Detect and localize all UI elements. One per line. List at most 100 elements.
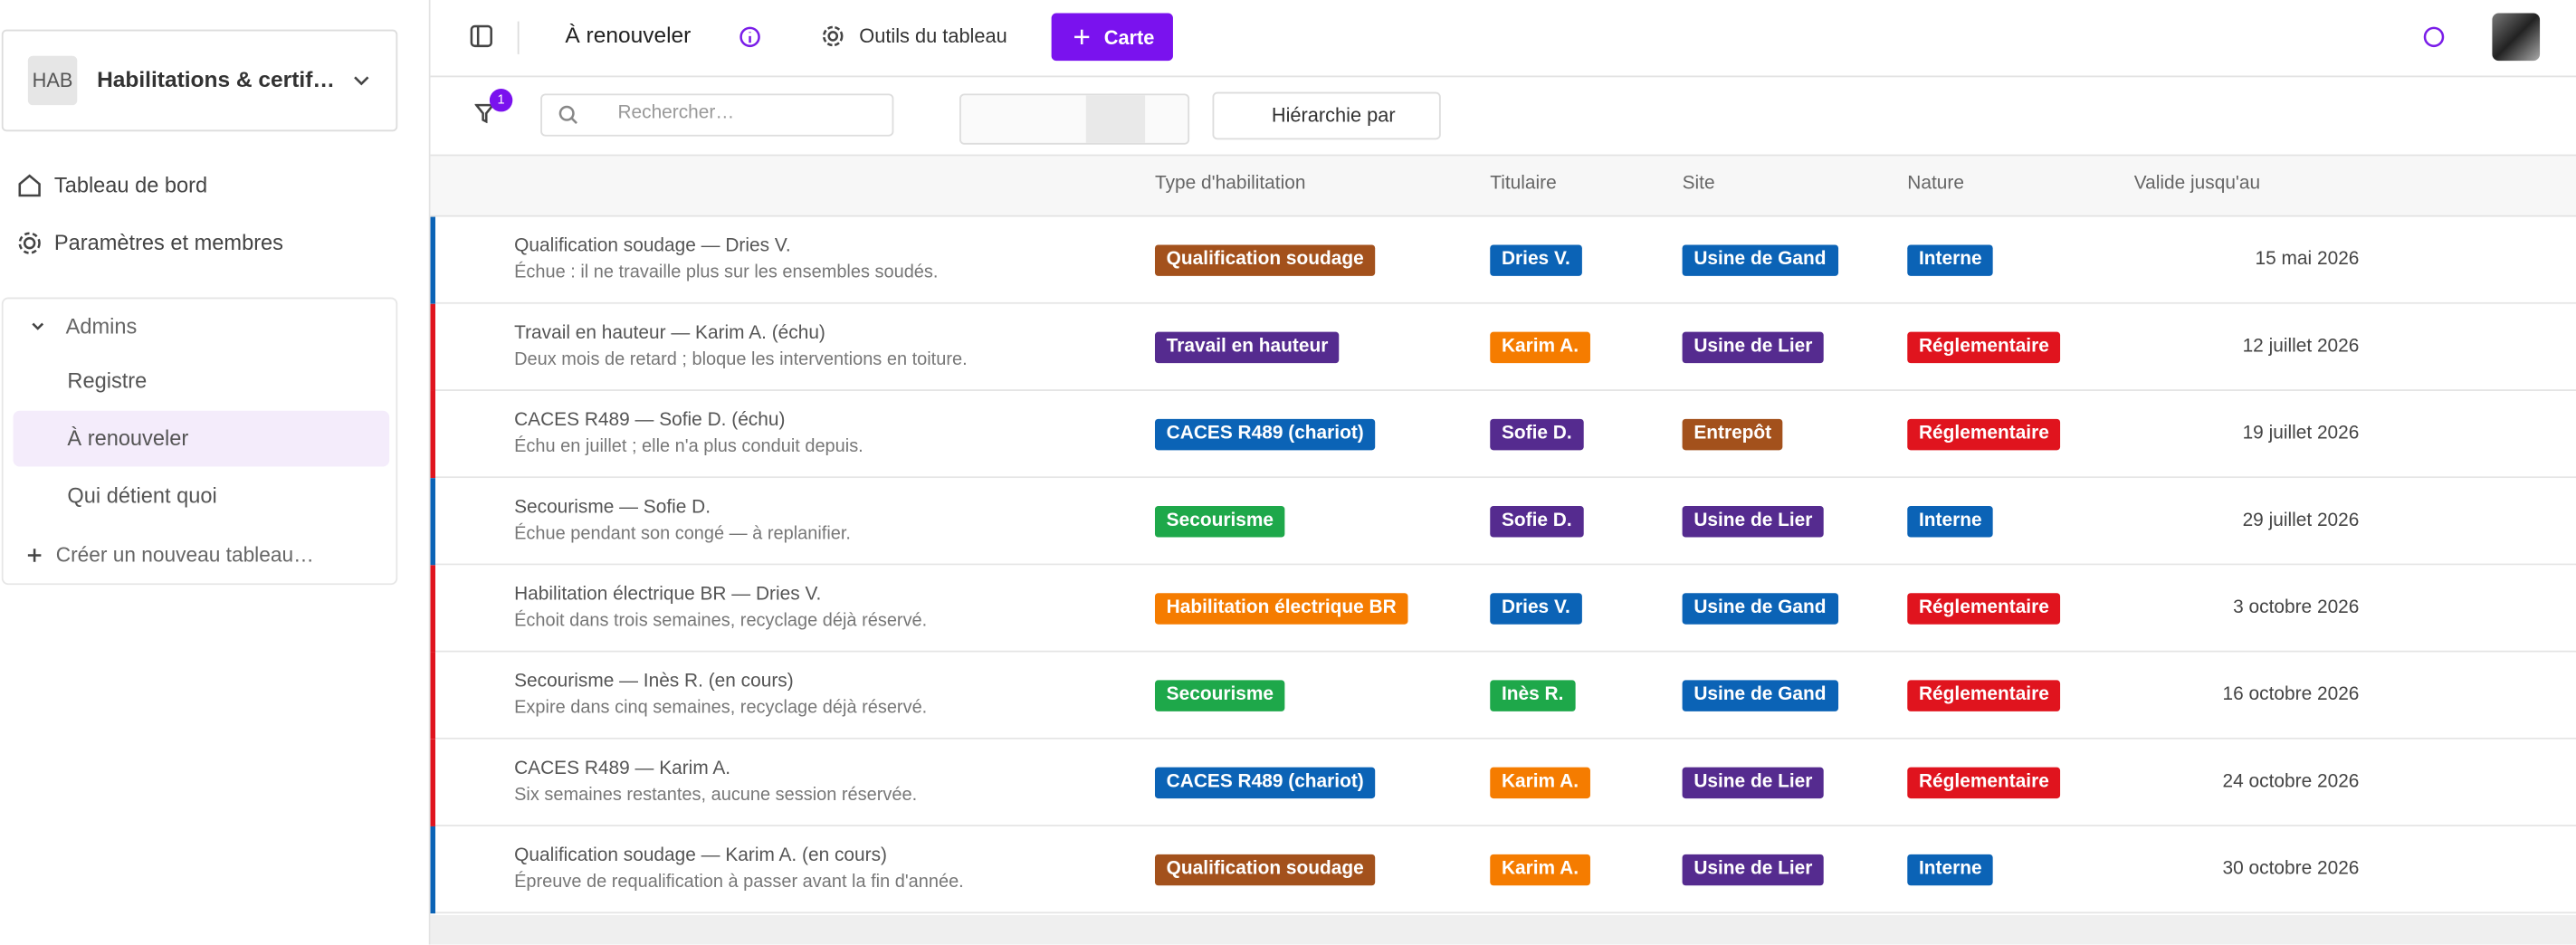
nature-tag: Réglementaire (1907, 418, 2061, 451)
toggle-sidebar[interactable] (470, 24, 492, 48)
holder-tag: Inès R. (1490, 680, 1576, 711)
row-title: CACES R489 — Sofie D. (échu) (514, 410, 786, 431)
create-board[interactable]: Créer un nouveau tableau… (55, 543, 314, 568)
site-tag: Usine de Lier (1682, 854, 1825, 886)
type-tag: Qualification soudage (1154, 854, 1376, 886)
filter-count: 1 (489, 89, 513, 112)
sidebar: HAB Habilitations & certif… Tableau de b… (0, 0, 431, 945)
site-tag: Usine de Lier (1682, 506, 1825, 538)
column-header[interactable]: Site (1682, 174, 1715, 195)
divider (517, 21, 520, 54)
group-name[interactable]: Admins (65, 313, 138, 339)
nature-tag: Réglementaire (1907, 767, 2061, 799)
search-icon (558, 105, 577, 125)
holder-tag: Dries V. (1490, 244, 1582, 276)
table-header: Type d'habilitation Titulaire Site Nature Va… (430, 156, 2576, 217)
search-placeholder: Rechercher… (617, 103, 735, 124)
valid-until: 12 juillet 2026 (2242, 337, 2360, 357)
help-icon[interactable] (2423, 26, 2445, 48)
board-title: À renouveler (565, 23, 692, 48)
type-tag: Travail en hauteur (1154, 331, 1340, 364)
valid-until: 15 mai 2026 (2255, 249, 2360, 270)
valid-until: 29 juillet 2026 (2242, 511, 2360, 531)
table-row[interactable]: Secourisme — Sofie D. Échue pendant son c… (430, 478, 2576, 566)
nature-tag: Interne (1907, 506, 1994, 538)
table-row[interactable]: Secourisme — Inès R. (en cours) Expire da… (430, 652, 2576, 740)
row-accent (430, 826, 435, 914)
table-row[interactable]: Travail en hauteur — Karim A. (échu) Deux… (430, 303, 2576, 391)
column-header[interactable]: Valide jusqu'au (2133, 174, 2261, 195)
active-view (1085, 95, 1146, 143)
row-subtitle: Échoit dans trois semaines, recyclage dé… (514, 611, 928, 631)
group-by-button[interactable]: Hiérarchie par (1212, 91, 1441, 140)
type-tag: Secourisme (1154, 506, 1285, 538)
settings-icon (18, 232, 41, 254)
valid-until: 24 octobre 2026 (2222, 772, 2360, 792)
row-accent (430, 565, 435, 653)
gear-icon (822, 25, 844, 47)
holder-tag: Karim A. (1490, 767, 1590, 799)
plus-icon (1074, 29, 1090, 45)
nature-tag: Réglementaire (1907, 331, 2061, 364)
workspace-switcher[interactable]: HAB Habilitations & certif… (1, 29, 398, 132)
table-row[interactable]: Qualification soudage — Karim A. (en cou… (430, 826, 2576, 914)
table-row[interactable]: CACES R489 — Karim A. Six semaines restan… (430, 739, 2576, 826)
nature-tag: Interne (1907, 244, 1994, 276)
search-box[interactable]: Rechercher… (540, 93, 894, 137)
view-switcher[interactable] (959, 93, 1190, 145)
holder-tag: Karim A. (1490, 331, 1590, 364)
toolbar: 1 Rechercher… Hiérarchie par (430, 77, 2576, 157)
type-tag: CACES R489 (chariot) (1154, 767, 1376, 799)
type-tag: Secourisme (1154, 680, 1285, 711)
table-row[interactable]: Habilitation électrique BR — Dries V. Éch… (430, 565, 2576, 653)
nature-tag: Réglementaire (1907, 593, 2061, 625)
holder-tag: Dries V. (1490, 593, 1582, 625)
view-item[interactable]: Registre (67, 368, 148, 393)
site-tag: Usine de Gand (1682, 680, 1838, 711)
column-header[interactable]: Nature (1907, 174, 1964, 195)
site-tag: Usine de Lier (1682, 767, 1825, 799)
nav-item[interactable]: Tableau de bord (53, 172, 208, 197)
avatar[interactable] (2492, 13, 2541, 62)
row-accent (430, 303, 435, 391)
table-row[interactable]: Qualification soudage — Dries V. Échue : … (430, 216, 2576, 304)
workspace-abbr: HAB (27, 55, 78, 106)
type-tag: Qualification soudage (1154, 244, 1376, 276)
site-tag: Entrepôt (1682, 418, 1783, 451)
chevron (32, 322, 44, 330)
row-title: Qualification soudage — Karim A. (en cou… (514, 845, 887, 866)
nav-item[interactable]: Paramètres et membres (53, 230, 283, 255)
valid-until: 3 octobre 2026 (2233, 597, 2360, 618)
row-accent (430, 478, 435, 566)
row-accent (430, 390, 435, 479)
row-title: Qualification soudage — Dries V. (514, 236, 791, 257)
nature-tag: Réglementaire (1907, 680, 2061, 711)
valid-until: 16 octobre 2026 (2222, 684, 2360, 705)
valid-until: 30 octobre 2026 (2222, 859, 2360, 880)
site-tag: Usine de Gand (1682, 244, 1838, 276)
column-header[interactable]: Type d'habilitation (1154, 174, 1306, 195)
row-subtitle: Six semaines restantes, aucune session r… (514, 785, 918, 806)
add-card-button[interactable]: Carte (1051, 13, 1173, 62)
site-tag: Usine de Lier (1682, 331, 1825, 364)
info-icon[interactable] (739, 26, 761, 48)
view-item[interactable]: Qui détient quoi (67, 482, 217, 508)
home-icon (18, 174, 41, 197)
view-group: Admins Registre À renouveler Qui détient… (1, 297, 398, 586)
table-row[interactable]: CACES R489 — Sofie D. (échu) Échu en juil… (430, 390, 2576, 479)
row-subtitle: Échu en juillet ; elle n'a plus conduit … (514, 436, 863, 457)
holder-tag: Karim A. (1490, 854, 1590, 886)
holder-tag: Sofie D. (1490, 506, 1584, 538)
type-tag: Habilitation électrique BR (1154, 593, 1408, 625)
plus-icon (27, 549, 42, 562)
nature-tag: Interne (1907, 854, 1994, 886)
row-accent (430, 652, 435, 740)
view-item[interactable]: À renouveler (13, 410, 390, 467)
board-tools[interactable]: Outils du tableau (859, 24, 1007, 48)
valid-until: 19 juillet 2026 (2242, 424, 2360, 444)
row-title: Secourisme — Inès R. (en cours) (514, 672, 794, 692)
column-header[interactable]: Titulaire (1490, 174, 1557, 195)
row-subtitle: Échue pendant son congé — à replanifier. (514, 524, 851, 544)
row-title: Habilitation électrique BR — Dries V. (514, 585, 822, 605)
